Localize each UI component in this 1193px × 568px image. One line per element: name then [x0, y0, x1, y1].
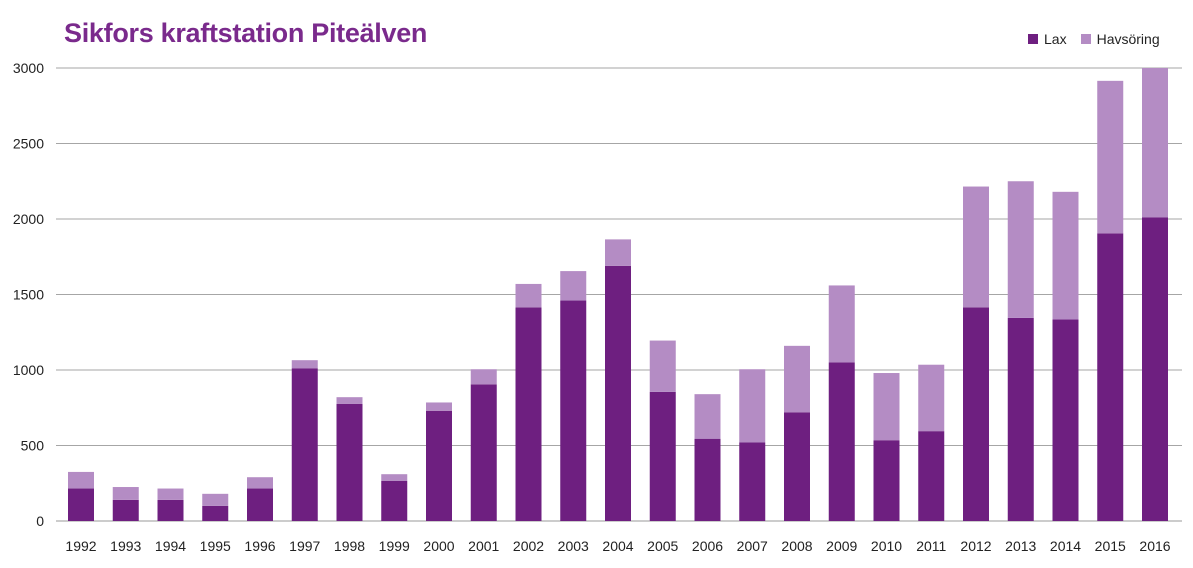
x-tick-label: 2011	[916, 538, 946, 554]
bar-havsoring-2012	[963, 186, 989, 308]
x-tick-label: 2001	[468, 538, 499, 554]
bars	[68, 68, 1168, 522]
x-tick-label: 1998	[334, 538, 365, 554]
bar-havsoring-2003	[560, 271, 587, 301]
legend: Lax Havsöring	[1028, 31, 1174, 47]
bar-havsoring-2004	[605, 239, 631, 266]
x-tick-label: 2007	[737, 538, 768, 554]
x-tick-label: 2009	[826, 538, 857, 554]
bar-lax-1997	[291, 368, 318, 521]
y-tick-label: 1000	[13, 362, 44, 378]
bar-havsoring-2015	[1097, 80, 1124, 234]
bar-havsoring-2001	[470, 369, 497, 385]
bar-havsoring-1997	[291, 360, 318, 369]
bar-havsoring-2016	[1142, 68, 1168, 218]
bar-havsoring-2005	[649, 340, 676, 392]
bar-lax-2012	[963, 307, 989, 521]
x-tick-label: 2005	[647, 538, 678, 554]
bar-lax-2009	[828, 362, 855, 521]
bar-lax-2001	[470, 384, 497, 521]
bar-lax-2013	[1007, 317, 1034, 521]
legend-label-lax: Lax	[1044, 31, 1067, 47]
x-tick-label: 2008	[781, 538, 812, 554]
bar-lax-2000	[426, 410, 452, 521]
bar-lax-2016	[1142, 217, 1168, 522]
bar-lax-1993	[112, 499, 139, 521]
bar-havsoring-2013	[1007, 181, 1034, 318]
bar-havsoring-2000	[426, 402, 452, 411]
bar-havsoring-1992	[68, 471, 94, 489]
bar-lax-2008	[784, 412, 810, 521]
x-tick-label: 1993	[110, 538, 141, 554]
bar-havsoring-2007	[739, 369, 766, 443]
bar-havsoring-2010	[873, 373, 900, 441]
bar-lax-2002	[515, 307, 542, 521]
bar-havsoring-1993	[112, 487, 139, 500]
bar-lax-2005	[649, 391, 676, 521]
bar-havsoring-1998	[336, 397, 363, 404]
bar-havsoring-2002	[515, 283, 542, 308]
y-tick-label: 3000	[13, 60, 44, 76]
bar-havsoring-1994	[157, 488, 184, 500]
bar-lax-1995	[202, 505, 229, 521]
bar-lax-2004	[605, 265, 631, 521]
bar-havsoring-2011	[918, 364, 945, 432]
legend-item-havsoring: Havsöring	[1080, 31, 1160, 47]
x-tick-label: 1992	[65, 538, 96, 554]
y-tick-label: 2500	[13, 136, 44, 152]
y-tick-label: 2000	[13, 211, 44, 227]
bar-lax-1998	[336, 403, 363, 521]
y-tick-label: 500	[21, 438, 45, 454]
bar-havsoring-1999	[381, 474, 408, 481]
bar-havsoring-2014	[1052, 191, 1079, 320]
bar-lax-2015	[1097, 233, 1124, 521]
x-tick-label: 2006	[692, 538, 723, 554]
y-axis-ticks: 0 500 1000 1500 2000 2500 3000	[13, 60, 44, 529]
x-tick-label: 1994	[155, 538, 186, 554]
bar-havsoring-1995	[202, 493, 229, 506]
bar-lax-2006	[694, 438, 721, 521]
y-tick-label: 1500	[13, 287, 44, 303]
bar-lax-2007	[739, 442, 766, 521]
x-tick-label: 1995	[200, 538, 231, 554]
bar-lax-2014	[1052, 319, 1079, 521]
x-tick-label: 2014	[1050, 538, 1081, 554]
legend-item-lax: Lax	[1028, 31, 1067, 47]
x-axis-ticks: 1992 1993 1994 1995 1996 1997 1998 1999 2000 2001…	[65, 538, 1170, 554]
x-tick-label: 2012	[960, 538, 991, 554]
x-tick-label: 1999	[379, 538, 410, 554]
x-tick-label: 2004	[602, 538, 633, 554]
bar-lax-1999	[381, 480, 408, 521]
legend-swatch-lax	[1028, 34, 1038, 44]
x-tick-label: 2010	[871, 538, 902, 554]
x-tick-label: 2016	[1139, 538, 1170, 554]
bar-havsoring-1996	[247, 477, 273, 489]
x-tick-label: 2015	[1095, 538, 1126, 554]
legend-swatch-havsoring	[1080, 34, 1091, 44]
bar-lax-2011	[918, 431, 945, 521]
bar-lax-1994	[157, 499, 184, 521]
chart-title: Sikfors kraftstation Piteälven	[64, 18, 428, 48]
x-tick-label: 2013	[1005, 538, 1036, 554]
bar-havsoring-2006	[694, 394, 721, 439]
legend-label-havsoring: Havsöring	[1096, 31, 1160, 47]
bar-lax-2010	[873, 440, 900, 521]
bar-havsoring-2008	[784, 345, 810, 413]
bar-lax-1992	[68, 488, 94, 521]
x-tick-label: 1997	[289, 538, 320, 554]
bar-lax-1996	[247, 488, 273, 521]
x-tick-label: 2000	[423, 538, 454, 554]
x-tick-label: 2002	[513, 538, 544, 554]
bar-havsoring-2009	[828, 285, 855, 363]
y-tick-label: 0	[36, 513, 44, 529]
x-tick-label: 1996	[244, 538, 275, 554]
x-tick-label: 2003	[558, 538, 589, 554]
bar-lax-2003	[560, 300, 587, 521]
